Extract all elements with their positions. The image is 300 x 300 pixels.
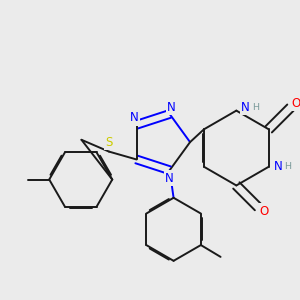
Text: N: N bbox=[165, 172, 174, 184]
Text: H: H bbox=[252, 103, 259, 112]
Text: O: O bbox=[259, 205, 268, 218]
Text: N: N bbox=[167, 100, 176, 114]
Text: N: N bbox=[130, 111, 139, 124]
Text: S: S bbox=[105, 136, 113, 149]
Text: N: N bbox=[241, 101, 250, 114]
Text: O: O bbox=[292, 97, 300, 110]
Text: H: H bbox=[284, 162, 292, 171]
Text: N: N bbox=[274, 160, 282, 173]
